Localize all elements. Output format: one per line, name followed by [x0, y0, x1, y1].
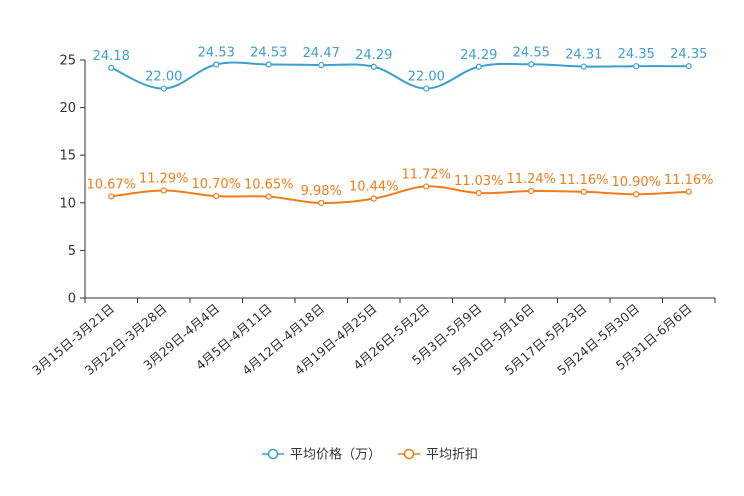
data-point[interactable]: [633, 191, 640, 198]
data-point[interactable]: [160, 187, 167, 194]
data-label: 10.44%: [349, 180, 399, 195]
data-point[interactable]: [423, 85, 430, 92]
data-point[interactable]: [580, 188, 587, 195]
series-line-1: [111, 185, 689, 205]
data-point[interactable]: [265, 193, 272, 200]
data-point[interactable]: [580, 63, 587, 70]
data-label: 24.53: [198, 45, 235, 60]
data-point[interactable]: [528, 61, 535, 68]
data-label: 24.35: [670, 47, 707, 62]
y-tick-label: 20: [59, 101, 76, 116]
data-label: 24.29: [460, 48, 497, 63]
y-tick-label: 5: [68, 244, 76, 259]
data-point[interactable]: [108, 193, 115, 200]
data-label: 22.00: [408, 70, 445, 85]
data-point[interactable]: [423, 183, 430, 190]
data-point[interactable]: [685, 188, 692, 195]
data-label: 24.29: [355, 48, 392, 63]
data-label: 10.67%: [86, 177, 136, 192]
y-tick-label: 25: [59, 54, 76, 69]
data-point[interactable]: [685, 63, 692, 70]
legend-item-0[interactable]: 平均价格（万）: [262, 447, 381, 463]
y-tick-label: 10: [59, 196, 76, 211]
data-point[interactable]: [213, 61, 220, 68]
y-axis: 0 5 10 15 20 25: [59, 54, 86, 307]
data-point[interactable]: [633, 63, 640, 70]
data-point[interactable]: [265, 61, 272, 68]
data-point[interactable]: [318, 61, 325, 69]
data-point[interactable]: [108, 64, 115, 71]
data-labels: 24.18 22.00 24.53 24.53 24.47 24.29 22.00 24.29…: [86, 45, 713, 199]
data-point[interactable]: [370, 195, 377, 202]
data-point[interactable]: [475, 189, 482, 197]
data-label: 9.98%: [301, 184, 342, 199]
data-point[interactable]: [475, 63, 482, 70]
data-label: 22.00: [145, 70, 182, 85]
data-label: 11.16%: [664, 173, 714, 188]
data-point[interactable]: [528, 187, 535, 195]
data-label: 24.35: [618, 47, 655, 62]
series-line-0: [110, 61, 689, 90]
data-label: 24.53: [250, 45, 287, 60]
data-label: 10.70%: [191, 177, 241, 192]
data-label: 24.31: [565, 48, 602, 63]
data-point[interactable]: [370, 63, 377, 70]
data-point[interactable]: [160, 85, 167, 92]
x-axis: 3月15日-3月21日3月22日-3月28日3月29日-4月4日4月5日-4月1…: [29, 297, 716, 378]
y-tick-label: 0: [68, 292, 76, 307]
data-label: 11.29%: [139, 172, 189, 187]
data-point[interactable]: [318, 199, 325, 207]
data-label: 11.03%: [454, 174, 504, 189]
data-label: 10.65%: [244, 178, 294, 193]
data-label: 11.16%: [559, 173, 609, 188]
legend-label: 平均价格（万）: [290, 447, 381, 463]
data-label: 11.72%: [401, 167, 451, 182]
data-label: 10.90%: [611, 175, 661, 190]
data-label: 11.24%: [506, 172, 556, 187]
data-label: 24.55: [513, 45, 550, 60]
y-tick-label: 15: [59, 149, 76, 164]
data-label: 24.47: [303, 46, 340, 61]
series-layer: [108, 61, 692, 207]
legend-label: 平均折扣: [426, 448, 478, 463]
legend-marker-icon: [403, 448, 415, 460]
legend-item-1[interactable]: 平均折扣: [398, 448, 478, 463]
legend: 平均价格（万） 平均折扣: [262, 447, 478, 463]
legend-marker-icon: [267, 448, 279, 460]
data-point[interactable]: [213, 193, 220, 200]
data-label: 24.18: [93, 49, 130, 64]
